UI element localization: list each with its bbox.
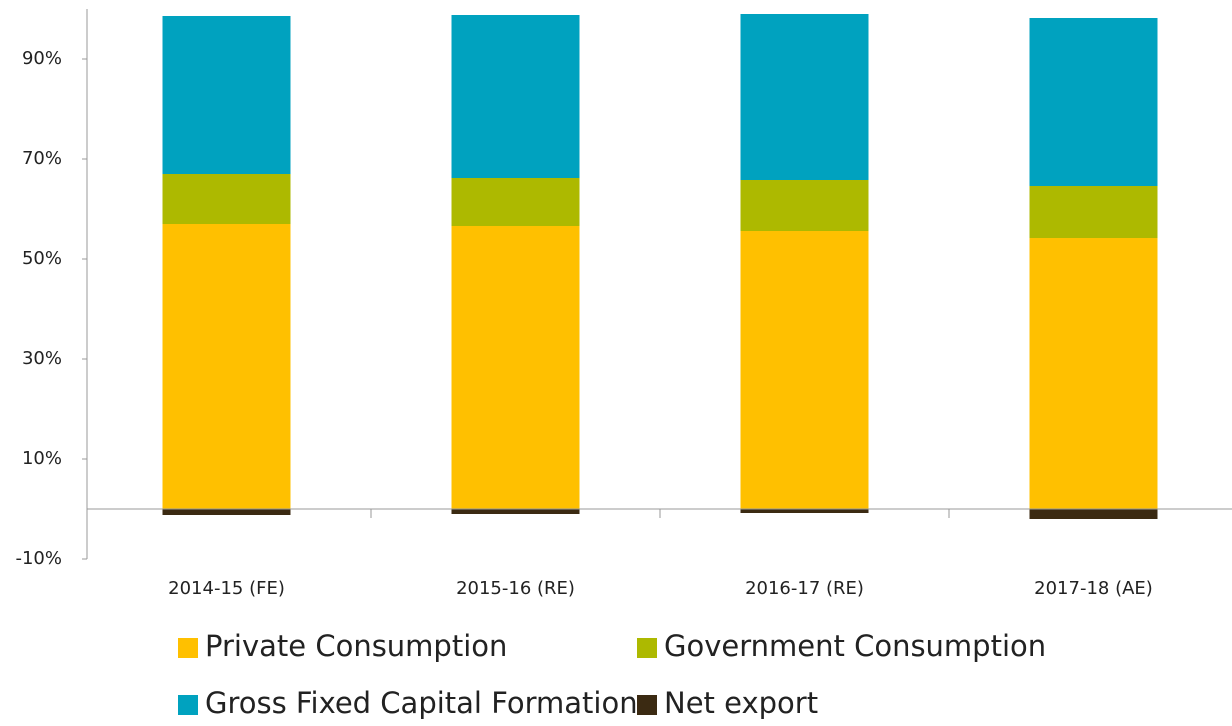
bar-segment: [1029, 18, 1158, 186]
bar-segment: [1029, 509, 1158, 519]
x-tick-label: 2017-18 (AE): [1034, 578, 1153, 599]
y-tick-label: 90%: [22, 48, 62, 69]
y-tick-label: 10%: [22, 448, 62, 469]
bar-segment: [740, 231, 869, 509]
bar-segment: [451, 15, 580, 178]
legend-label: Government Consumption: [664, 629, 1046, 663]
bar-segment: [162, 224, 291, 509]
y-tick-label: -10%: [15, 548, 62, 569]
bar-segment: [1029, 238, 1158, 509]
legend-label: Net export: [664, 686, 818, 720]
legend-swatch: [637, 638, 657, 658]
bar-segment: [162, 174, 291, 224]
x-tick-label: 2016-17 (RE): [745, 578, 864, 599]
y-tick-label: 50%: [22, 248, 62, 269]
bar-segment: [162, 16, 291, 174]
legend-swatch: [178, 695, 198, 715]
legend-swatch: [178, 638, 198, 658]
legend-swatch: [637, 695, 657, 715]
y-tick-label: 70%: [22, 148, 62, 169]
legend-label: Private Consumption: [205, 629, 507, 663]
bar-segment: [451, 226, 580, 509]
bar-segment: [1029, 186, 1158, 238]
y-tick-label: 30%: [22, 348, 62, 369]
bar-segment: [740, 180, 869, 231]
bar-segment: [451, 178, 580, 226]
bar-segment: [740, 509, 869, 513]
x-tick-label: 2014-15 (FE): [168, 578, 285, 599]
bar-segment: [740, 14, 869, 180]
bar-segment: [451, 509, 580, 514]
legend-label: Gross Fixed Capital Formation: [205, 686, 638, 720]
bar-segment: [162, 509, 291, 515]
x-tick-label: 2015-16 (RE): [456, 578, 575, 599]
